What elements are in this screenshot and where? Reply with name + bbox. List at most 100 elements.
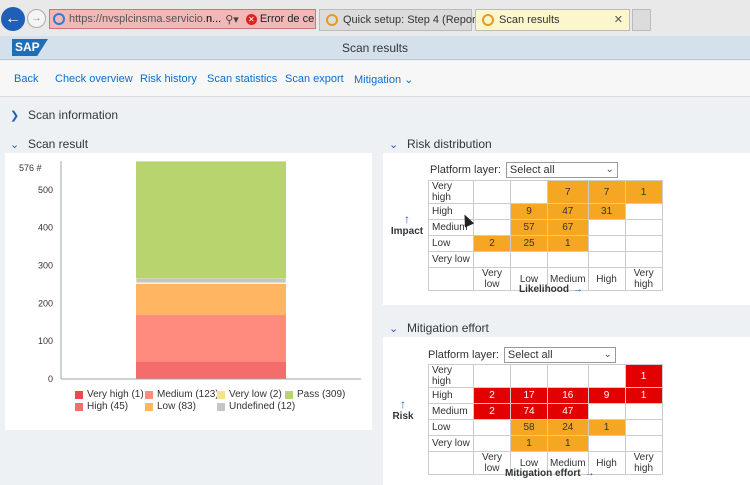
matrix-cell[interactable]: 7 xyxy=(547,180,589,204)
platform-layer-label: Platform layer: xyxy=(428,349,499,361)
matrix-cell[interactable]: 1 xyxy=(587,419,626,436)
check-overview-link[interactable]: Check overview xyxy=(55,73,133,85)
legend-label: Very low (2) xyxy=(229,389,282,400)
legend-label: Undefined (12) xyxy=(229,401,296,412)
risk-history-link[interactable]: Risk history xyxy=(140,73,197,85)
matrix-cell xyxy=(547,364,589,388)
matrix-corner xyxy=(428,267,474,291)
matrix-cell[interactable]: 57 xyxy=(510,219,548,236)
matrix-row: Low 58 24 1 xyxy=(428,419,663,436)
y-tick-label: 200 xyxy=(38,298,53,308)
matrix-column-labels: Very low Low Medium High Very high xyxy=(428,267,663,291)
matrix-cell xyxy=(510,251,548,268)
matrix-row-label: Very high xyxy=(428,364,474,388)
matrix-cell[interactable]: 9 xyxy=(587,387,626,404)
scan-information-toggle[interactable]: ❯ Scan information xyxy=(10,108,118,122)
matrix-cell[interactable]: 67 xyxy=(547,219,589,236)
matrix-cell[interactable]: 1 xyxy=(510,435,548,452)
matrix-cell[interactable]: 24 xyxy=(547,419,589,436)
platform-layer-label: Platform layer: xyxy=(430,164,501,176)
back-link[interactable]: Back xyxy=(14,73,39,85)
matrix-cell[interactable]: 7 xyxy=(587,180,626,204)
matrix-row-label: Low xyxy=(428,419,474,436)
matrix-cell[interactable]: 1 xyxy=(547,235,589,252)
chevron-right-icon: ❯ xyxy=(10,109,20,122)
browser-forward-icon[interactable]: → xyxy=(27,9,46,28)
section-title: Mitigation effort xyxy=(407,321,489,335)
scan-statistics-link[interactable]: Scan statistics xyxy=(207,73,278,85)
matrix-cell[interactable]: 47 xyxy=(547,403,589,420)
new-tab-button[interactable] xyxy=(632,9,651,31)
bar-segment-medium[interactable] xyxy=(136,315,286,362)
matrix-cell[interactable]: 1 xyxy=(624,364,663,388)
impact-axis-label: ↑ Impact xyxy=(387,212,427,237)
legend-item[interactable]: Very high (1) xyxy=(75,389,144,400)
matrix-cell xyxy=(624,235,663,252)
address-bar[interactable]: https://nvsplcinsma.servicio.n... ⚲▾ ✕ E… xyxy=(49,9,316,29)
ie-icon xyxy=(53,13,65,25)
matrix-cell[interactable]: 31 xyxy=(587,203,626,220)
matrix-cell xyxy=(473,180,511,204)
legend-label: Very high (1) xyxy=(87,389,144,400)
y-tick-label: 300 xyxy=(38,260,53,270)
platform-layer-select[interactable]: Select all ⌄ xyxy=(505,162,618,178)
matrix-cell xyxy=(624,203,663,220)
matrix-cell xyxy=(587,403,626,420)
browser-back-icon[interactable]: ← xyxy=(1,7,25,31)
matrix-cell xyxy=(473,251,511,268)
matrix-row: Medium 57 67 xyxy=(428,219,663,236)
matrix-row-label: Medium xyxy=(428,403,474,420)
scan-result-toggle[interactable]: ⌄ Scan result xyxy=(10,137,88,151)
legend-item[interactable]: Very low (2) xyxy=(217,389,282,400)
matrix-cell[interactable]: 2 xyxy=(473,403,511,420)
bar-segment-high[interactable] xyxy=(136,361,286,379)
page-title: Scan results xyxy=(341,41,409,55)
bar-segment-undefined[interactable] xyxy=(135,278,287,284)
legend-item[interactable]: Undefined (12) xyxy=(217,401,295,412)
legend-item[interactable]: Low (83) xyxy=(145,401,196,412)
matrix-cell[interactable]: 17 xyxy=(510,387,548,404)
matrix-cell[interactable]: 16 xyxy=(547,387,589,404)
matrix-cell[interactable]: 58 xyxy=(510,419,548,436)
matrix-corner xyxy=(428,451,474,475)
risk-distribution-toggle[interactable]: ⌄ Risk distribution xyxy=(389,137,492,151)
matrix-cell[interactable]: 74 xyxy=(510,403,548,420)
y-axis-title: 576 # xyxy=(19,163,42,173)
bar-segment-pass[interactable] xyxy=(136,161,286,279)
section-title: Scan result xyxy=(28,137,89,151)
matrix-cell[interactable]: 2 xyxy=(473,387,511,404)
mitigation-menu[interactable]: Mitigation ⌄ xyxy=(354,73,413,86)
bar-segment-low[interactable] xyxy=(136,283,286,316)
close-tab-icon[interactable]: ✕ xyxy=(613,14,623,26)
scan-export-link[interactable]: Scan export xyxy=(285,73,344,85)
matrix-cell xyxy=(587,235,626,252)
matrix-cell[interactable]: 2 xyxy=(473,235,511,252)
legend-swatch xyxy=(285,390,293,399)
matrix-cell[interactable]: 9 xyxy=(510,203,548,220)
matrix-cell[interactable]: 25 xyxy=(510,235,548,252)
mitigation-effort-matrix: Very high 1 High 2 17 16 9 1 Medium 2 74 47 Low 58 24 1… xyxy=(428,364,663,475)
cert-error-text[interactable]: Error de cer... xyxy=(259,13,316,25)
matrix-cell xyxy=(473,203,511,220)
matrix-cell[interactable]: 1 xyxy=(624,180,663,204)
tab-scan-results[interactable]: Scan results ✕ xyxy=(475,9,630,31)
legend-item[interactable]: Medium (123) xyxy=(145,389,219,400)
select-value: Select all xyxy=(507,349,553,361)
matrix-cell[interactable]: 1 xyxy=(624,387,663,404)
sap-logo[interactable]: SAP xyxy=(12,39,48,56)
matrix-cell[interactable]: 1 xyxy=(547,435,589,452)
ie-tab-icon xyxy=(482,14,494,26)
search-dropdown-icon[interactable]: ⚲▾ xyxy=(225,13,239,26)
platform-layer-select[interactable]: Select all ⌄ xyxy=(503,347,616,363)
shell-bar: Scan results SAP xyxy=(0,36,750,60)
tab-label: Quick setup: Step 4 (Report) xyxy=(343,14,483,26)
legend-swatch xyxy=(217,402,225,411)
chevron-down-icon: ⌄ xyxy=(10,138,20,151)
toolbar: Back Check overview Risk history Scan st… xyxy=(0,61,750,97)
mitigation-effort-toggle[interactable]: ⌄ Mitigation effort xyxy=(389,321,489,335)
legend-item[interactable]: High (45) xyxy=(75,401,128,412)
matrix-cell[interactable]: 47 xyxy=(547,203,589,220)
legend-item[interactable]: Pass (309) xyxy=(285,389,345,400)
matrix-row: Very low 1 1 xyxy=(428,435,663,452)
tab-quick-setup[interactable]: Quick setup: Step 4 (Report) xyxy=(319,9,482,31)
